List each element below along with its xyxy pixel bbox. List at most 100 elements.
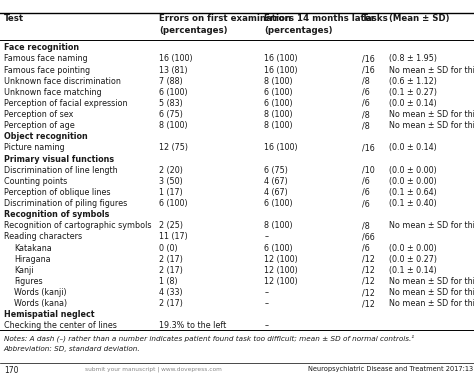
Text: /6: /6 bbox=[362, 99, 369, 108]
Text: 8 (100): 8 (100) bbox=[264, 221, 293, 230]
Text: 12 (75): 12 (75) bbox=[159, 143, 188, 152]
Text: Perception of age: Perception of age bbox=[4, 121, 74, 130]
Text: 8 (100): 8 (100) bbox=[159, 121, 187, 130]
Text: Famous face naming: Famous face naming bbox=[4, 54, 87, 63]
Text: 12 (100): 12 (100) bbox=[264, 277, 298, 286]
Text: No mean ± SD for this item: No mean ± SD for this item bbox=[389, 221, 474, 230]
Text: /10: /10 bbox=[362, 166, 374, 175]
Text: Hemispatial neglect: Hemispatial neglect bbox=[4, 310, 94, 319]
Text: /12: /12 bbox=[362, 288, 374, 297]
Text: Unknown face discrimination: Unknown face discrimination bbox=[4, 77, 121, 86]
Text: (0.0 ± 0.00): (0.0 ± 0.00) bbox=[389, 244, 437, 253]
Text: 3 (50): 3 (50) bbox=[159, 177, 182, 186]
Text: /12: /12 bbox=[362, 277, 374, 286]
Text: Words (kanji): Words (kanji) bbox=[14, 288, 67, 297]
Text: 6 (100): 6 (100) bbox=[264, 199, 293, 208]
Text: submit your manuscript | www.dovepress.com: submit your manuscript | www.dovepress.c… bbox=[85, 366, 222, 372]
Text: No mean ± SD for this item: No mean ± SD for this item bbox=[389, 66, 474, 75]
Text: (0.1 ± 0.64): (0.1 ± 0.64) bbox=[389, 188, 437, 197]
Text: 2 (25): 2 (25) bbox=[159, 221, 183, 230]
Text: 2 (17): 2 (17) bbox=[159, 255, 182, 264]
Text: –: – bbox=[264, 321, 268, 330]
Text: 4 (67): 4 (67) bbox=[264, 177, 288, 186]
Text: 19.3% to the left: 19.3% to the left bbox=[159, 321, 226, 330]
Text: Hiragana: Hiragana bbox=[14, 255, 51, 264]
Text: 16 (100): 16 (100) bbox=[264, 66, 298, 75]
Text: /16: /16 bbox=[362, 143, 374, 152]
Text: 8 (100): 8 (100) bbox=[264, 77, 293, 86]
Text: 2 (17): 2 (17) bbox=[159, 299, 182, 308]
Text: Primary visual functions: Primary visual functions bbox=[4, 155, 114, 164]
Text: 7 (88): 7 (88) bbox=[159, 77, 182, 86]
Text: Reading characters: Reading characters bbox=[4, 232, 82, 241]
Text: 170: 170 bbox=[4, 366, 18, 375]
Text: 1 (17): 1 (17) bbox=[159, 188, 182, 197]
Text: /8: /8 bbox=[362, 221, 369, 230]
Text: Figures: Figures bbox=[14, 277, 43, 286]
Text: /12: /12 bbox=[362, 299, 374, 308]
Text: 5 (83): 5 (83) bbox=[159, 99, 182, 108]
Text: No mean ± SD for this item: No mean ± SD for this item bbox=[389, 121, 474, 130]
Text: 13 (81): 13 (81) bbox=[159, 66, 187, 75]
Text: /6: /6 bbox=[362, 88, 369, 97]
Text: /12: /12 bbox=[362, 255, 374, 264]
Text: Famous face pointing: Famous face pointing bbox=[4, 66, 90, 75]
Text: 16 (100): 16 (100) bbox=[264, 143, 298, 152]
Text: /16: /16 bbox=[362, 54, 374, 63]
Text: /8: /8 bbox=[362, 77, 369, 86]
Text: –: – bbox=[264, 288, 268, 297]
Text: Perception of sex: Perception of sex bbox=[4, 110, 73, 119]
Text: (0.1 ± 0.27): (0.1 ± 0.27) bbox=[389, 88, 437, 97]
Text: Errors on first examination: Errors on first examination bbox=[159, 14, 291, 23]
Text: Counting points: Counting points bbox=[4, 177, 67, 186]
Text: 6 (100): 6 (100) bbox=[264, 88, 293, 97]
Text: No mean ± SD for this item: No mean ± SD for this item bbox=[389, 277, 474, 286]
Text: 4 (33): 4 (33) bbox=[159, 288, 182, 297]
Text: /6: /6 bbox=[362, 244, 369, 253]
Text: Neuropsychiatric Disease and Treatment 2017:13: Neuropsychiatric Disease and Treatment 2… bbox=[308, 366, 473, 372]
Text: (0.1 ± 0.40): (0.1 ± 0.40) bbox=[389, 199, 437, 208]
Text: 6 (100): 6 (100) bbox=[264, 244, 293, 253]
Text: 6 (100): 6 (100) bbox=[264, 99, 293, 108]
Text: 8 (100): 8 (100) bbox=[264, 121, 293, 130]
Text: 6 (100): 6 (100) bbox=[159, 199, 187, 208]
Text: Checking the center of lines: Checking the center of lines bbox=[4, 321, 117, 330]
Text: (0.0 ± 0.27): (0.0 ± 0.27) bbox=[389, 255, 437, 264]
Text: (0.8 ± 1.95): (0.8 ± 1.95) bbox=[389, 54, 437, 63]
Text: /16: /16 bbox=[362, 66, 374, 75]
Text: (percentages): (percentages) bbox=[264, 26, 333, 35]
Text: 6 (75): 6 (75) bbox=[264, 166, 288, 175]
Text: (0.6 ± 1.12): (0.6 ± 1.12) bbox=[389, 77, 437, 86]
Text: Katakana: Katakana bbox=[14, 244, 52, 253]
Text: (0.0 ± 0.00): (0.0 ± 0.00) bbox=[389, 177, 437, 186]
Text: /8: /8 bbox=[362, 121, 369, 130]
Text: 1 (8): 1 (8) bbox=[159, 277, 177, 286]
Text: 16 (100): 16 (100) bbox=[159, 54, 192, 63]
Text: /8: /8 bbox=[362, 110, 369, 119]
Text: Face recognition: Face recognition bbox=[4, 43, 79, 52]
Text: 11 (17): 11 (17) bbox=[159, 232, 188, 241]
Text: Notes: A dash (–) rather than a number indicates patient found task too difficul: Notes: A dash (–) rather than a number i… bbox=[4, 334, 414, 342]
Text: Object recognition: Object recognition bbox=[4, 132, 88, 141]
Text: Words (kana): Words (kana) bbox=[14, 299, 67, 308]
Text: –: – bbox=[264, 299, 268, 308]
Text: (percentages): (percentages) bbox=[159, 26, 228, 35]
Text: 16 (100): 16 (100) bbox=[264, 54, 298, 63]
Text: /6: /6 bbox=[362, 188, 369, 197]
Text: 6 (75): 6 (75) bbox=[159, 110, 182, 119]
Text: Recognition of symbols: Recognition of symbols bbox=[4, 210, 109, 219]
Text: (Mean ± SD): (Mean ± SD) bbox=[389, 14, 449, 23]
Text: Test: Test bbox=[4, 14, 24, 23]
Text: /6: /6 bbox=[362, 177, 369, 186]
Text: Perception of facial expression: Perception of facial expression bbox=[4, 99, 128, 108]
Text: No mean ± SD for this item: No mean ± SD for this item bbox=[389, 288, 474, 297]
Text: 0 (0): 0 (0) bbox=[159, 244, 177, 253]
Text: 12 (100): 12 (100) bbox=[264, 266, 298, 275]
Text: (0.0 ± 0.00): (0.0 ± 0.00) bbox=[389, 166, 437, 175]
Text: 12 (100): 12 (100) bbox=[264, 255, 298, 264]
Text: –: – bbox=[264, 232, 268, 241]
Text: Discrimination of piling figures: Discrimination of piling figures bbox=[4, 199, 127, 208]
Text: 2 (17): 2 (17) bbox=[159, 266, 182, 275]
Text: (0.0 ± 0.14): (0.0 ± 0.14) bbox=[389, 99, 437, 108]
Text: 6 (100): 6 (100) bbox=[159, 88, 187, 97]
